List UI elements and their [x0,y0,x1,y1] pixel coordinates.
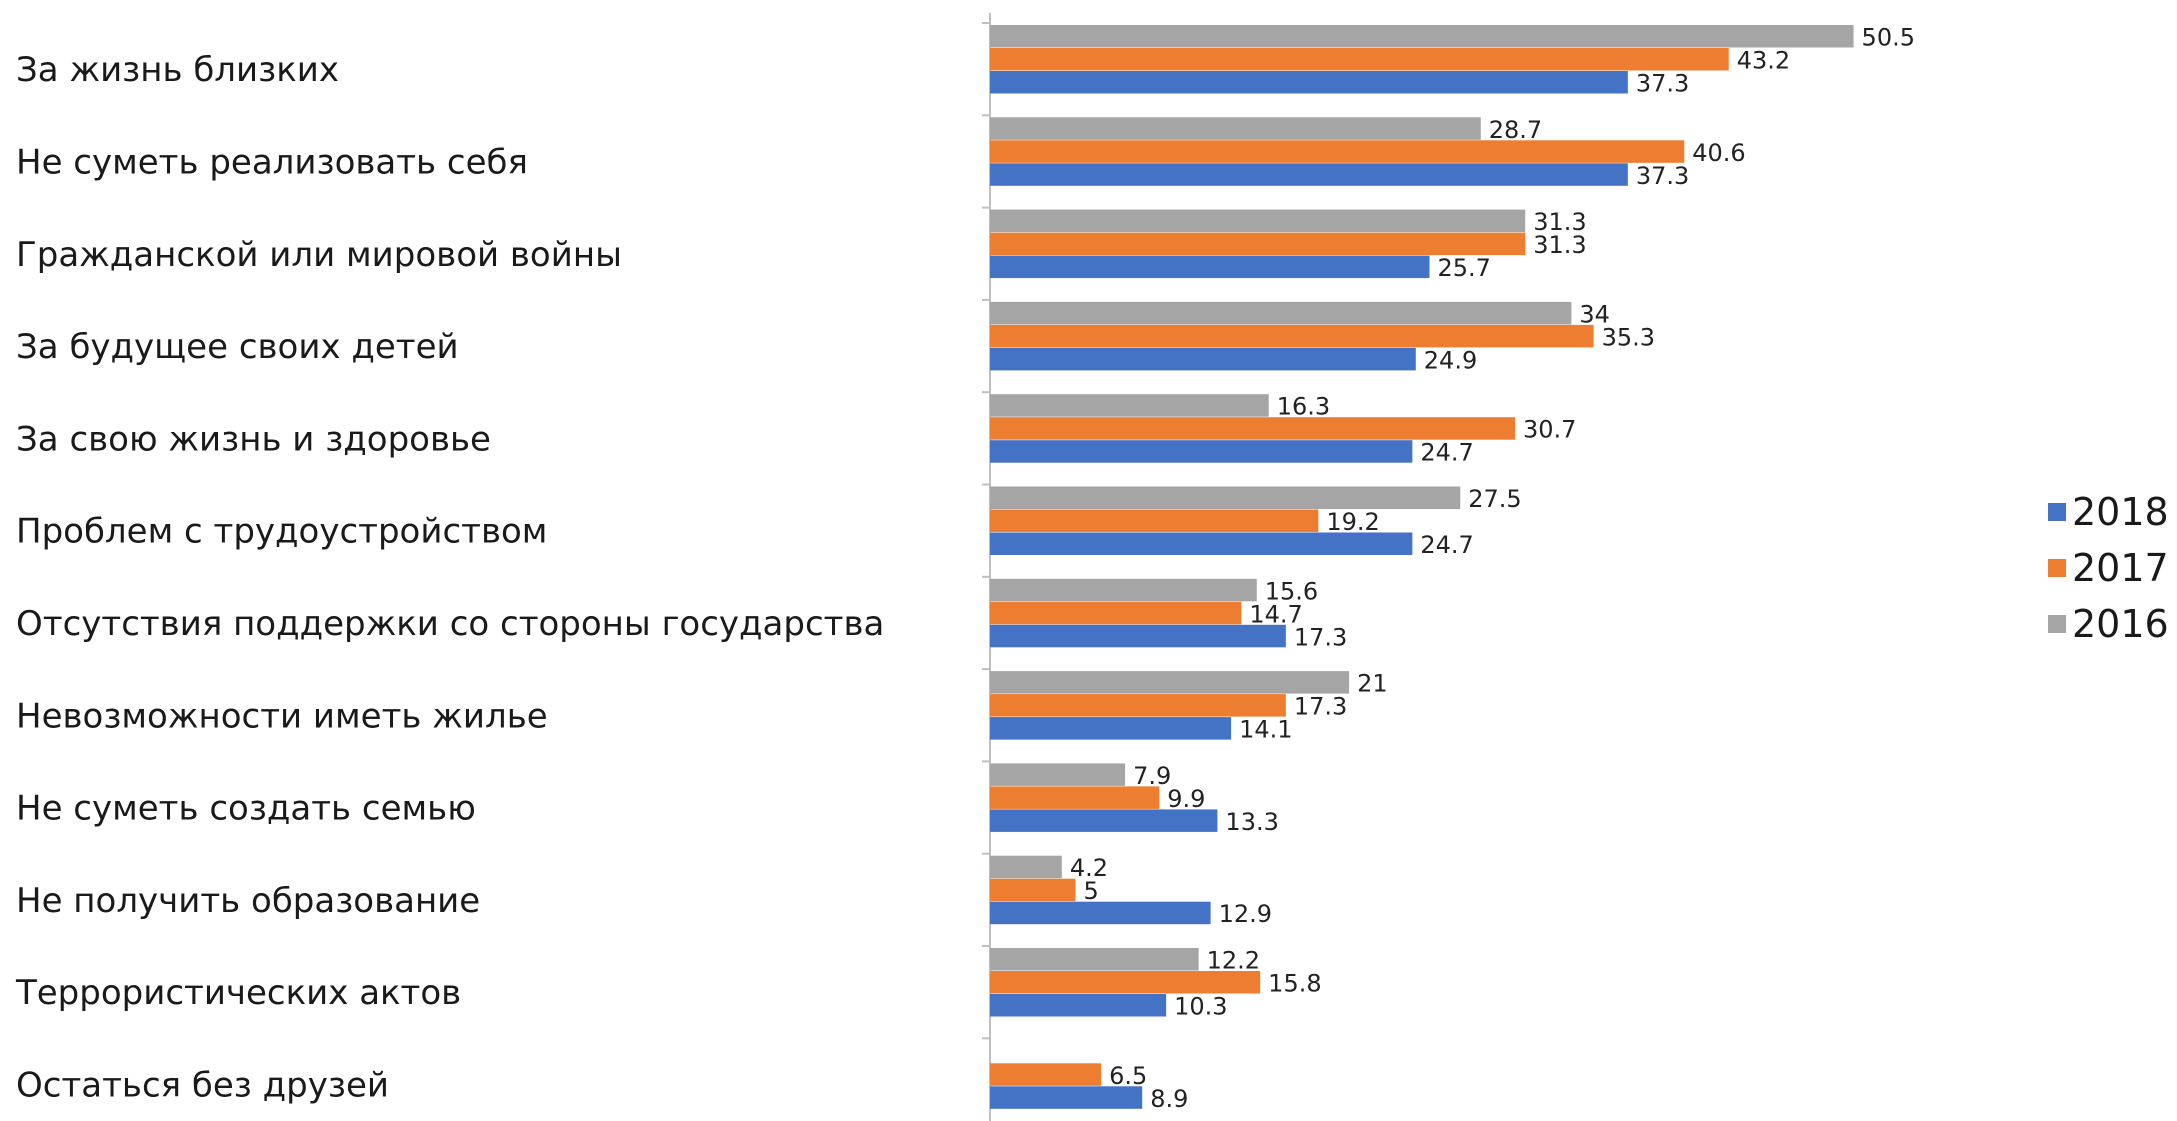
bar-2018 [990,347,1416,371]
category-label: За будущее своих детей [16,327,459,367]
bar-2018 [990,532,1413,555]
bar-2016 [990,948,1199,971]
data-label-2016: 31.3 [1533,208,1586,236]
bar-2017 [990,694,1286,717]
bar-2016 [990,209,1526,233]
legend-label-2018: 2018 [2072,490,2169,534]
bar-2016 [990,117,1481,140]
bar-2017 [990,878,1076,902]
data-label-2017: 17.3 [1294,693,1347,721]
bar-2017 [990,971,1261,994]
bar-2017 [990,509,1319,532]
bar-2018 [990,901,1211,925]
category-label: Террористических актов [15,973,461,1013]
bar-2017 [990,232,1526,256]
data-label-2016: 21 [1357,670,1388,698]
bar-2017 [990,324,1594,348]
data-label-2016: 15.6 [1265,577,1318,605]
category-label: Остаться без друзей [16,1065,389,1105]
data-label-2018: 25.7 [1437,254,1490,282]
data-label-2017: 19.2 [1326,508,1379,536]
data-label-2017: 35.3 [1602,323,1655,351]
data-label-2018: 13.3 [1225,808,1278,836]
bar-2016 [990,394,1269,417]
legend-item-2017: 2017 [2048,540,2169,596]
data-label-2016: 27.5 [1468,485,1521,513]
bar-2016 [990,763,1126,786]
bar-2017 [990,601,1242,625]
bar-2017 [990,417,1515,440]
data-label-2018: 24.7 [1420,439,1473,467]
data-label-2018: 17.3 [1294,623,1347,651]
bar-2017 [990,48,1729,71]
data-label-2018: 37.3 [1636,70,1689,98]
bar-2016 [990,301,1572,325]
data-label-2016: 28.7 [1489,116,1542,144]
bar-2016 [990,578,1257,602]
data-label-2017: 30.7 [1523,416,1576,444]
bar-2018 [990,71,1628,94]
bar-2016 [990,855,1062,879]
bar-2017 [990,786,1160,809]
data-label-2016: 12.2 [1207,947,1260,975]
bar-2018 [990,717,1232,740]
legend-label-2016: 2016 [2072,602,2169,646]
legend-label-2017: 2017 [2072,546,2169,590]
data-label-2017: 5 [1084,877,1099,905]
bar-2018 [990,624,1286,648]
bar-2016 [990,25,1854,48]
data-label-2016: 50.5 [1862,24,1915,52]
bar-2017 [990,140,1685,163]
legend-item-2016: 2016 [2048,596,2169,652]
category-label: За жизнь близких [16,50,339,90]
data-label-2018: 14.1 [1239,716,1292,744]
bar-2016 [990,486,1461,509]
category-label: Не суметь реализовать себя [16,142,528,182]
category-label: Невозможности иметь жилье [16,696,548,736]
bar-2018 [990,809,1218,832]
data-label-2018: 24.9 [1424,346,1477,374]
data-label-2017: 31.3 [1533,231,1586,259]
legend-swatch-2016 [2048,615,2066,633]
bar-2018 [990,994,1167,1017]
category-label: Отсутствия поддержки со стороны государс… [16,604,884,644]
category-label: За свою жизнь и здоровье [16,419,491,459]
category-label: Не суметь создать семью [16,789,476,829]
data-label-2016: 34 [1579,300,1610,328]
data-label-2018: 10.3 [1174,993,1227,1021]
data-label-2016: 7.9 [1133,762,1171,790]
bar-2016 [990,671,1350,694]
category-label: Гражданской или мировой войны [16,235,622,275]
data-label-2017: 15.8 [1268,970,1321,998]
data-label-2018: 8.9 [1150,1085,1188,1113]
data-label-2017: 9.9 [1167,785,1205,813]
bar-2018 [990,1086,1143,1109]
bar-2018 [990,440,1413,463]
bar-2018 [990,163,1628,186]
category-label: Не получить образование [16,881,480,921]
data-label-2018: 12.9 [1219,900,1272,928]
data-label-2017: 40.6 [1692,139,1745,167]
legend-swatch-2017 [2048,559,2066,577]
data-label-2018: 24.7 [1420,531,1473,559]
legend-swatch-2018 [2048,503,2066,521]
data-label-2017: 6.5 [1109,1062,1147,1090]
legend-item-2018: 2018 [2048,484,2169,540]
data-label-2018: 37.3 [1636,162,1689,190]
bar-2017 [990,1063,1102,1086]
legend: 2018 2017 2016 [2048,484,2169,652]
data-label-2017: 43.2 [1737,47,1790,75]
bar-2018 [990,255,1430,279]
data-label-2017: 14.7 [1249,600,1302,628]
data-label-2016: 16.3 [1277,393,1330,421]
category-label: Проблем с трудоустройством [16,512,547,552]
data-label-2016: 4.2 [1070,854,1108,882]
